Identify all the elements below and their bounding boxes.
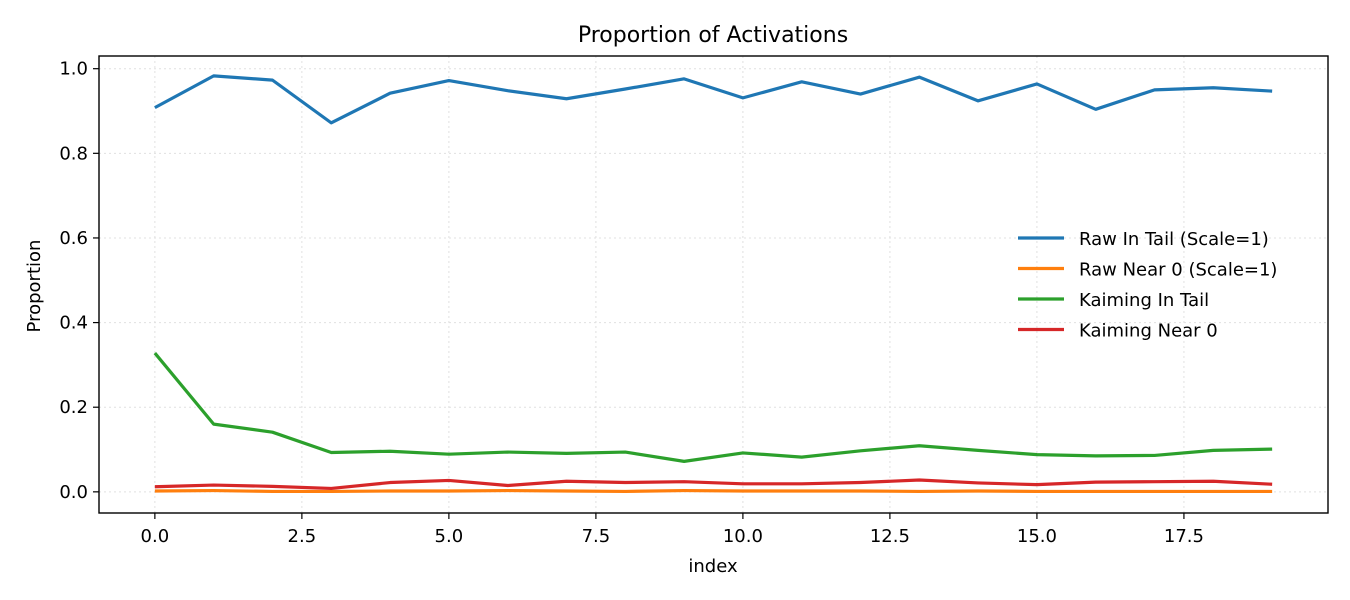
series-kaiming-near-0 [154, 478, 1273, 491]
series-line-raw-near-0-scale-1 [154, 488, 1273, 494]
series-kaiming-in-tail [153, 352, 1273, 463]
series-line-raw-in-tail-scale-1 [154, 74, 1273, 125]
legend-item: Kaiming In Tail [1018, 290, 1209, 311]
y-tick-label: 0.2 [59, 397, 88, 418]
x-tick-label: 0.0 [141, 526, 170, 547]
plot-frame [98, 55, 1329, 514]
legend-label: Kaiming Near 0 [1079, 321, 1218, 342]
series-line-kaiming-in-tail [153, 352, 1273, 463]
y-tick-label: 0.0 [59, 482, 88, 503]
legend-label: Raw Near 0 (Scale=1) [1079, 260, 1277, 281]
y-tick-label: 0.4 [59, 313, 88, 334]
y-tick-label: 1.0 [59, 59, 88, 80]
legend-label: Kaiming In Tail [1079, 290, 1209, 311]
x-tick-label: 15.0 [1017, 526, 1057, 547]
x-axis-label: index [688, 556, 738, 577]
legend-item: Raw In Tail (Scale=1) [1018, 229, 1269, 250]
y-axis-label: Proportion [24, 240, 45, 333]
x-tick-label: 2.5 [288, 526, 317, 547]
x-tick-label: 12.5 [870, 526, 910, 547]
legend-item: Kaiming Near 0 [1018, 321, 1218, 342]
series-raw-near-0-scale-1 [154, 488, 1273, 494]
series-raw-in-tail-scale-1 [154, 74, 1273, 125]
y-tick-label: 0.6 [59, 228, 88, 249]
y-tick-label: 0.8 [59, 143, 88, 164]
chart-title: Proportion of Activations [578, 23, 848, 48]
y-axis-ticks: 0.0 0.2 0.4 0.6 0.8 1.0 [59, 59, 99, 503]
x-tick-label: 17.5 [1164, 526, 1204, 547]
series-line-kaiming-near-0 [154, 478, 1273, 491]
grid [99, 56, 1328, 513]
x-tick-label: 5.0 [435, 526, 464, 547]
legend-item: Raw Near 0 (Scale=1) [1018, 260, 1277, 281]
x-tick-label: 10.0 [723, 526, 763, 547]
series-layer [153, 74, 1273, 494]
legend: Raw In Tail (Scale=1) Raw Near 0 (Scale=1… [1018, 229, 1277, 342]
x-tick-label: 7.5 [582, 526, 611, 547]
legend-label: Raw In Tail (Scale=1) [1079, 229, 1269, 250]
x-axis-ticks: 0.0 2.5 5.0 7.5 10.0 12.5 15.0 17.5 [141, 513, 1204, 547]
